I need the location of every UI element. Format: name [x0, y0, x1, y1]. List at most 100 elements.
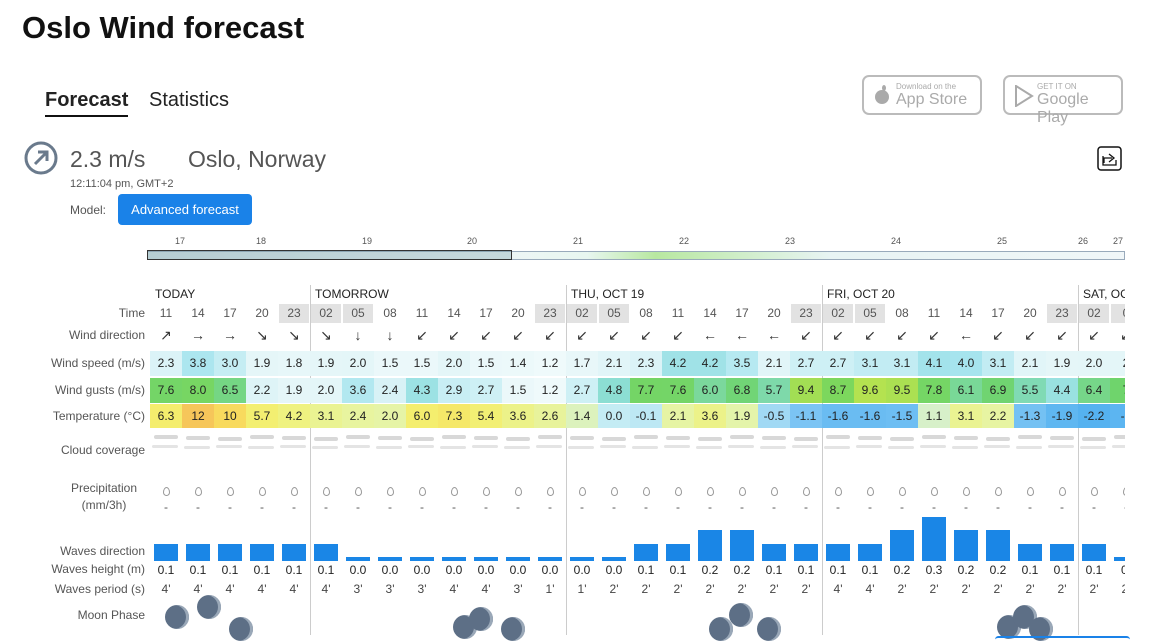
cloud — [440, 446, 466, 449]
time-cell: 11 — [927, 306, 941, 320]
wave-bar — [1114, 557, 1125, 561]
wave-height: 0.0 — [349, 563, 367, 577]
cloud — [1016, 446, 1042, 449]
precipitation: - — [900, 500, 904, 514]
day-label: THU, OCT 19 — [571, 287, 645, 301]
cloud — [376, 446, 402, 449]
temperature: -1.9 — [1046, 404, 1078, 428]
time-cell: 23 — [535, 304, 565, 323]
cloud — [920, 445, 946, 448]
wind-speed: 4.2 — [694, 351, 726, 376]
wave-period: 4' — [225, 582, 235, 596]
wave-period: 2' — [1025, 582, 1035, 596]
timeline[interactable]: 17 18 19 20 21 22 23 24 25 26 27 — [0, 230, 1154, 265]
cloud — [634, 435, 658, 439]
cloud — [1048, 445, 1074, 448]
app-store-badge[interactable]: Download on the App Store — [862, 75, 982, 115]
timeline-window[interactable] — [147, 250, 512, 260]
wind-speed: 1.7 — [566, 351, 598, 376]
wind-speed: 3.1 — [982, 351, 1014, 376]
temperature: 3.1 — [950, 404, 982, 428]
wave-bar — [762, 543, 786, 561]
precipitation: - — [868, 500, 872, 514]
wave-height: 0.2 — [701, 563, 719, 577]
wave-height: 0.1 — [797, 563, 815, 577]
forecast-table: TODAY 11 ↗ 2.3 7.6 6.3-0.1 4' 14 → 3.8 8.0 12-0.1 4'… — [148, 280, 1125, 641]
temperature: -2 — [1110, 404, 1125, 428]
cloud — [792, 445, 818, 448]
tab[interactable]: Statistics — [149, 89, 230, 111]
wind-direction: ↙ — [416, 327, 428, 343]
wave-height: 0.0 — [509, 563, 527, 577]
wind-speed: 2.0 — [342, 351, 374, 376]
row-label: Moon Phase — [77, 608, 145, 622]
timeline-day: 23 — [784, 236, 795, 246]
share-button[interactable] — [1097, 146, 1123, 172]
wave-period: 2' — [641, 582, 651, 596]
wind-direction: ↙ — [544, 327, 556, 343]
day-separator — [822, 285, 823, 635]
wave-height: 0.1 — [253, 563, 271, 577]
time-cell: 20 — [511, 306, 525, 320]
rain-drop — [323, 487, 330, 496]
wave-height: 0.1 — [1085, 563, 1103, 577]
wind-speed: 3.8 — [182, 351, 214, 376]
precipitation: - — [964, 500, 968, 514]
cloud — [1050, 436, 1074, 440]
wind-speed: 4.1 — [918, 351, 950, 376]
badge-small: GET IT ON — [1037, 82, 1077, 91]
wave-period: 4' — [161, 582, 171, 596]
wave-height: 0.2 — [957, 563, 975, 577]
rain-drop — [867, 487, 874, 496]
temperature: 5.4 — [470, 404, 502, 428]
temperature: -1.6 — [822, 404, 854, 428]
temperature: 2.1 — [662, 404, 694, 428]
wave-bar — [698, 530, 722, 561]
wind-gust: 2.7 — [566, 378, 598, 403]
time-cell: 02 — [823, 304, 853, 323]
wave-period: 4' — [193, 582, 203, 596]
cloud — [664, 445, 690, 448]
temperature: -1.3 — [1014, 404, 1046, 428]
wave-height: 0.0 — [573, 563, 591, 577]
wind-speed: 1.5 — [470, 351, 502, 376]
wave-period: 3' — [417, 582, 427, 596]
wave-height: 0.3 — [925, 563, 943, 577]
wind-gust: 9.4 — [790, 378, 822, 403]
wind-speed: 2.3 — [630, 351, 662, 376]
precipitation: - — [356, 500, 360, 514]
temperature: 1.1 — [918, 404, 950, 428]
precipitation: - — [484, 500, 488, 514]
wind-gust: 6.5 — [214, 378, 246, 403]
cloud — [888, 446, 914, 449]
google-play-badge[interactable]: GET IT ON Google Play — [1003, 75, 1123, 126]
wind-gust: 7.7 — [630, 378, 662, 403]
tab[interactable]: Forecast — [45, 89, 129, 117]
wave-height: 0.1 — [189, 563, 207, 577]
rain-drop — [1027, 487, 1034, 496]
wave-bar — [250, 543, 274, 561]
wave-bar — [154, 543, 178, 561]
time-cell: 17 — [735, 306, 749, 320]
day-label: SAT, OC — [1083, 287, 1125, 301]
wave-height: 0.0 — [381, 563, 399, 577]
wind-gust: 5.7 — [758, 378, 790, 403]
wave-period: 2' — [1089, 582, 1099, 596]
wind-speed: 1.5 — [406, 351, 438, 376]
wind-direction: ↙ — [992, 327, 1004, 343]
row-label: Time — [118, 306, 145, 320]
cloud — [858, 436, 882, 440]
cloud — [346, 435, 370, 439]
cloud — [826, 435, 850, 439]
play-icon — [1015, 85, 1034, 107]
wind-gust: 4.3 — [406, 378, 438, 403]
row-label: Wind gusts (m/s) — [54, 383, 145, 397]
page-title: Oslo Wind forecast — [22, 10, 305, 45]
wave-bar — [186, 543, 210, 561]
precipitation: - — [644, 500, 648, 514]
precipitation: - — [580, 500, 584, 514]
wave-bar — [922, 516, 946, 561]
moon-icon — [469, 607, 493, 631]
model-button[interactable]: Advanced forecast — [118, 194, 252, 225]
moon-icon — [229, 617, 253, 641]
